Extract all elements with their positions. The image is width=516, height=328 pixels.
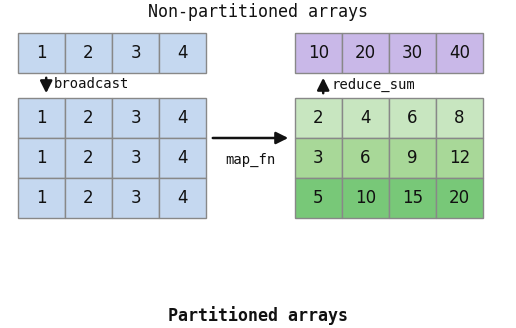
Text: Partitioned arrays: Partitioned arrays: [168, 306, 348, 325]
Bar: [342, 98, 389, 138]
Text: 8: 8: [454, 109, 465, 127]
Bar: [112, 33, 159, 73]
Bar: [295, 178, 342, 218]
Text: 12: 12: [449, 149, 470, 167]
Text: 3: 3: [130, 149, 141, 167]
Bar: [389, 178, 436, 218]
Text: 3: 3: [130, 189, 141, 207]
Text: Non-partitioned arrays: Non-partitioned arrays: [148, 3, 368, 21]
Text: 2: 2: [313, 109, 324, 127]
Bar: [342, 138, 389, 178]
Bar: [112, 138, 159, 178]
Bar: [436, 98, 483, 138]
Bar: [112, 178, 159, 218]
Bar: [295, 98, 342, 138]
Text: 9: 9: [407, 149, 418, 167]
Text: 20: 20: [355, 44, 376, 62]
Bar: [159, 138, 206, 178]
Bar: [295, 138, 342, 178]
Text: 2: 2: [83, 109, 94, 127]
Text: 2: 2: [83, 44, 94, 62]
Bar: [18, 33, 65, 73]
Text: 4: 4: [178, 149, 188, 167]
Text: 1: 1: [36, 109, 47, 127]
Bar: [159, 178, 206, 218]
Bar: [436, 178, 483, 218]
Text: 2: 2: [83, 149, 94, 167]
Bar: [65, 98, 112, 138]
Bar: [65, 138, 112, 178]
Bar: [389, 138, 436, 178]
Text: 4: 4: [178, 189, 188, 207]
Text: 20: 20: [449, 189, 470, 207]
Text: 1: 1: [36, 189, 47, 207]
Bar: [18, 138, 65, 178]
Bar: [18, 178, 65, 218]
Bar: [342, 178, 389, 218]
Text: reduce_sum: reduce_sum: [331, 77, 415, 92]
Bar: [436, 33, 483, 73]
Text: 10: 10: [308, 44, 329, 62]
Text: 4: 4: [360, 109, 371, 127]
Text: 1: 1: [36, 149, 47, 167]
Text: map_fn: map_fn: [225, 153, 276, 167]
Text: 5: 5: [313, 189, 324, 207]
Bar: [342, 33, 389, 73]
Text: broadcast: broadcast: [54, 77, 130, 92]
Bar: [65, 178, 112, 218]
Text: 40: 40: [449, 44, 470, 62]
Bar: [65, 33, 112, 73]
Text: 6: 6: [360, 149, 371, 167]
Text: 3: 3: [130, 109, 141, 127]
Text: 2: 2: [83, 189, 94, 207]
Text: 3: 3: [313, 149, 324, 167]
Bar: [159, 98, 206, 138]
Bar: [159, 33, 206, 73]
Text: 3: 3: [130, 44, 141, 62]
Text: 4: 4: [178, 109, 188, 127]
Bar: [436, 138, 483, 178]
Text: 30: 30: [402, 44, 423, 62]
Bar: [18, 98, 65, 138]
Text: 10: 10: [355, 189, 376, 207]
Bar: [295, 33, 342, 73]
Bar: [389, 33, 436, 73]
Bar: [112, 98, 159, 138]
Text: 6: 6: [407, 109, 418, 127]
Text: 4: 4: [178, 44, 188, 62]
Bar: [389, 98, 436, 138]
Text: 15: 15: [402, 189, 423, 207]
Text: 1: 1: [36, 44, 47, 62]
